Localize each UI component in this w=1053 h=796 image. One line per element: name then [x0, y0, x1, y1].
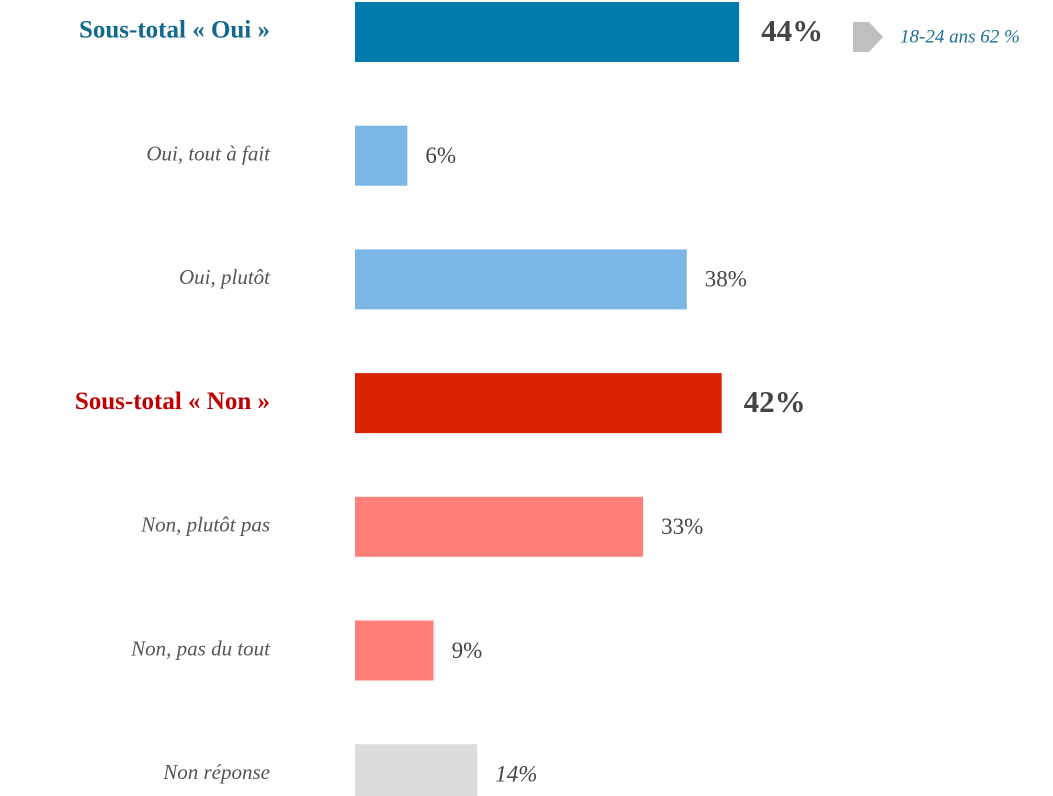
bar	[355, 620, 434, 681]
bar	[355, 2, 740, 62]
value-label: 6%	[425, 143, 456, 168]
value-label: 33%	[661, 514, 703, 539]
category-label: Oui, tout à fait	[146, 142, 271, 166]
bar	[355, 496, 644, 557]
bar	[355, 373, 722, 434]
arrow	[853, 22, 883, 52]
category-label: Sous-total « Oui »	[79, 17, 270, 44]
value-label: 14%	[495, 761, 537, 786]
bar	[355, 744, 478, 796]
bar	[355, 249, 687, 310]
value-label: 9%	[452, 638, 483, 663]
category-label: Non, pas du tout	[130, 636, 271, 660]
category-label: Sous-total « Non »	[75, 388, 270, 415]
category-label: Non, plutôt pas	[140, 513, 270, 537]
category-label: Non réponse	[162, 760, 270, 784]
category-label: Oui, plutôt	[179, 265, 271, 289]
value-label: 44%	[761, 13, 823, 48]
value-label: 42%	[744, 384, 806, 419]
value-label: 38%	[705, 267, 747, 292]
annotation: 18-24 ans 62 %	[900, 26, 1020, 47]
bar	[355, 125, 408, 186]
